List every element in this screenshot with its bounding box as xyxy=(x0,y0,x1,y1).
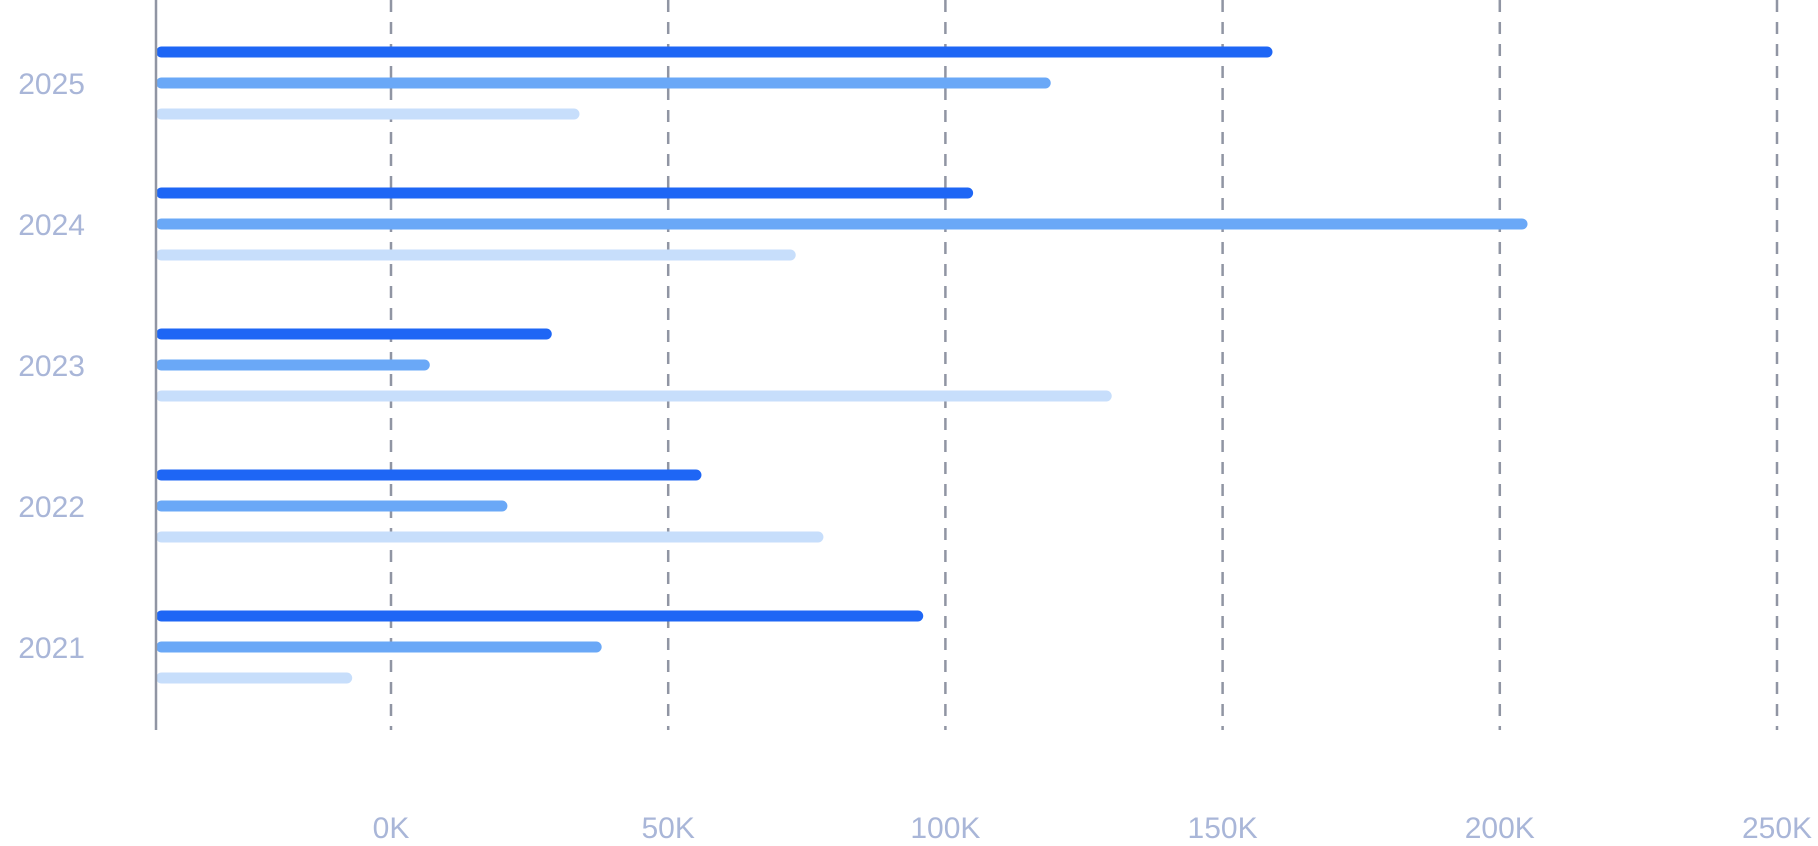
x-tick-label: 250K xyxy=(1742,812,1812,845)
labels: 0K 50K 100K 150K 200K 250K 2025 2024 2023 2022 202… xyxy=(18,68,1812,845)
bars xyxy=(156,46,1528,684)
x-tick-label: 100K xyxy=(910,812,980,845)
bar-2021-series-3 xyxy=(156,672,353,684)
y-category-label: 2021 xyxy=(18,632,85,665)
bar-2025-series-2 xyxy=(156,77,1051,89)
y-category-label: 2022 xyxy=(18,491,85,524)
y-category-label: 2025 xyxy=(18,68,85,101)
bar-2025-series-1 xyxy=(156,46,1273,58)
x-tick-label: 200K xyxy=(1465,812,1535,845)
bar-2024-series-2 xyxy=(156,218,1528,230)
bar-2024-series-1 xyxy=(156,187,974,199)
bar-2021-series-1 xyxy=(156,610,924,622)
bar-2022-series-1 xyxy=(156,469,702,481)
bar-2023-series-3 xyxy=(156,390,1112,402)
gridlines xyxy=(389,0,1779,730)
bar-2025-series-3 xyxy=(156,108,580,120)
bar-2022-series-2 xyxy=(156,500,508,512)
y-category-label: 2024 xyxy=(18,209,85,242)
bar-2022-series-3 xyxy=(156,531,824,543)
x-tick-label: 150K xyxy=(1188,812,1258,845)
y-category-label: 2023 xyxy=(18,350,85,383)
x-tick-label: 50K xyxy=(642,812,695,845)
bar-2023-series-1 xyxy=(156,328,552,340)
bar-2024-series-3 xyxy=(156,249,796,261)
bar-2023-series-2 xyxy=(156,359,430,371)
x-tick-label: 0K xyxy=(373,812,410,845)
bar-2021-series-2 xyxy=(156,641,602,653)
